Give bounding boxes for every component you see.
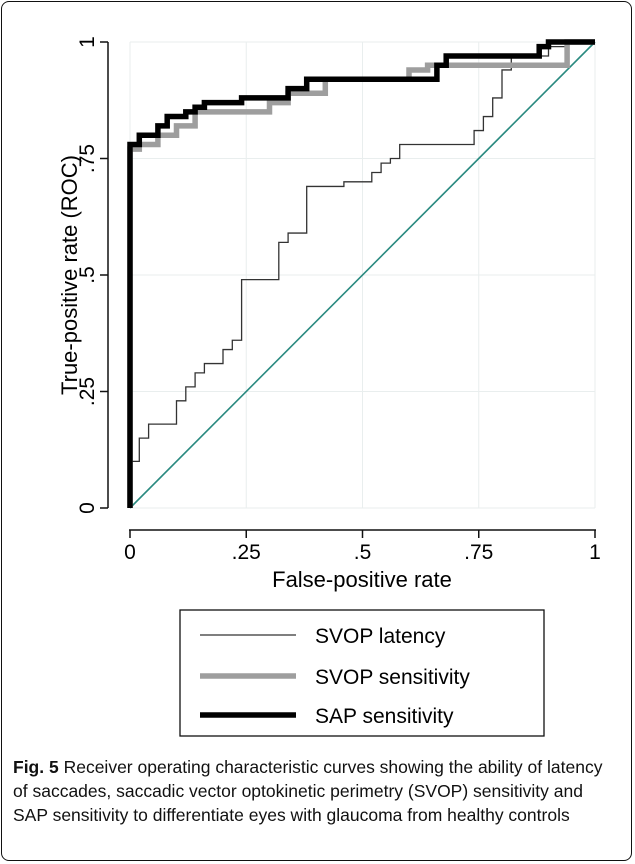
x-tick-label: 1 [589, 541, 601, 564]
x-tick-label: 0 [124, 541, 136, 564]
x-tick-label: .5 [354, 541, 372, 564]
y-tick-label: .25 [76, 377, 99, 406]
axis-ticks [100, 41, 596, 538]
y-tick-label: 0 [76, 502, 99, 514]
roc-series-layer [127, 39, 595, 508]
y-tick-label: .75 [76, 144, 99, 173]
x-tick-label: .25 [232, 541, 261, 564]
figure-caption-text: Receiver operating characteristic curves… [13, 757, 603, 825]
y-axis-label: True-positive rate (ROC) [57, 155, 82, 395]
y-tick-label: 1 [76, 36, 99, 48]
roc-chart: 0 .25 .5 .75 1 0 .25 .5 .75 1 False-positive rate… [57, 36, 601, 737]
figure-caption-label: Fig. 5 [13, 757, 59, 777]
axis-tick-labels: 0 .25 .5 .75 1 0 .25 .5 .75 1 [76, 36, 601, 564]
series-line-svop-sensitivity [127, 39, 595, 508]
x-tick-label: .75 [464, 541, 493, 564]
chart-legend: SVOP latency SVOP sensitivity SAP sensit… [179, 609, 545, 737]
figure-caption: Fig. 5 Receiver operating characteristic… [13, 755, 618, 827]
reference-diagonal-line [129, 41, 596, 509]
legend-label-svop-latency: SVOP latency [315, 625, 446, 648]
series-line-sap-sensitivity [127, 39, 595, 508]
legend-label-svop-sensitivity: SVOP sensitivity [315, 666, 470, 689]
series-line-svop-latency [129, 41, 595, 508]
x-axis-label: False-positive rate [272, 567, 452, 592]
legend-label-sap-sensitivity: SAP sensitivity [315, 705, 454, 728]
y-tick-label: .5 [76, 266, 99, 284]
